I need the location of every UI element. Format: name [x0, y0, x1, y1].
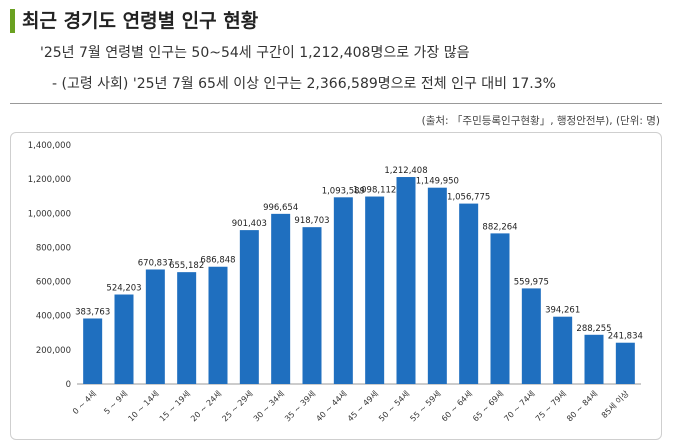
- x-tick-label: 40 ~ 44세: [314, 389, 348, 423]
- title-accent-bar: [10, 9, 15, 33]
- data-label: 1,093,589: [322, 186, 365, 196]
- data-label: 901,403: [232, 219, 267, 229]
- page-title: 최근 경기도 연령별 인구 현황: [22, 10, 259, 32]
- bar: [459, 203, 479, 384]
- bar: [83, 318, 103, 384]
- y-tick-label: 1,000,000: [28, 209, 71, 219]
- age-population-bar-chart: 0 200,000 400,000 600,000 800,000 1,000,000 1,…: [28, 141, 643, 423]
- x-tick-label: 30 ~ 34세: [252, 389, 286, 423]
- bar: [114, 294, 134, 384]
- x-tick-label: 5 ~ 9세: [102, 389, 129, 416]
- x-tick-label: 25 ~ 29세: [220, 389, 254, 423]
- data-label: 1,098,112: [353, 186, 396, 196]
- y-tick-label: 200,000: [36, 346, 71, 356]
- bar: [208, 266, 228, 384]
- x-tick-label: 0 ~ 4세: [71, 389, 98, 416]
- data-label: 383,763: [75, 307, 110, 317]
- bar: [145, 269, 165, 384]
- data-label: 1,149,950: [416, 177, 459, 187]
- y-tick-label: 1,400,000: [28, 141, 71, 151]
- x-tick-label: 55 ~ 59세: [408, 389, 442, 423]
- data-label: 394,261: [545, 306, 580, 316]
- x-tick-label: 50 ~ 54세: [377, 389, 411, 423]
- bar: [584, 334, 604, 384]
- x-tick-label: 20 ~ 24세: [189, 389, 223, 423]
- data-label: 1,056,775: [447, 193, 490, 203]
- bar: [396, 177, 416, 384]
- bar: [271, 213, 291, 384]
- bar: [333, 197, 353, 384]
- source-note: (출처: 「주민등록인구현황」, 행정안전부), (단위: 명): [421, 115, 660, 127]
- bar: [521, 288, 541, 384]
- x-tick-label: 10 ~ 14세: [126, 389, 160, 423]
- data-label: 524,203: [106, 284, 141, 294]
- x-tick-label: 65 ~ 69세: [471, 389, 505, 423]
- bar: [615, 342, 635, 384]
- bar: [365, 196, 385, 384]
- data-label: 996,654: [263, 203, 298, 213]
- data-label: 1,212,408: [384, 166, 427, 176]
- bar: [427, 187, 447, 384]
- x-tick-label: 60 ~ 64세: [440, 389, 474, 423]
- x-tick-label: 80 ~ 84세: [565, 389, 599, 423]
- bar: [553, 316, 573, 384]
- header-divider: [10, 103, 662, 104]
- x-tick-label: 70 ~ 74세: [502, 389, 536, 423]
- x-tick-label: 45 ~ 49세: [346, 389, 380, 423]
- y-tick-label: 1,200,000: [28, 175, 71, 185]
- x-tick-label: 35 ~ 39세: [283, 389, 317, 423]
- y-tick-label: 800,000: [36, 243, 71, 253]
- data-label: 882,264: [482, 222, 517, 232]
- summary-line-1: '25년 7월 연령별 인구는 50~54세 구간이 1,212,408명으로 …: [40, 45, 470, 61]
- summary-line-2: - (고령 사회) '25년 7월 65세 이상 인구는 2,366,589명으…: [52, 76, 556, 92]
- data-label: 655,182: [169, 261, 204, 271]
- y-tick-label: 0: [66, 380, 71, 390]
- x-tick-label: 15 ~ 19세: [158, 389, 192, 423]
- data-label: 686,848: [200, 256, 235, 266]
- bar: [177, 272, 197, 384]
- bar: [302, 227, 322, 384]
- bar: [239, 230, 259, 384]
- y-tick-label: 600,000: [36, 278, 71, 288]
- data-label: 670,837: [138, 258, 173, 268]
- x-tick-label: 75 ~ 79세: [534, 389, 568, 423]
- data-label: 288,255: [576, 324, 611, 334]
- data-label: 918,703: [294, 216, 329, 226]
- data-label: 241,834: [608, 332, 643, 342]
- y-tick-label: 400,000: [36, 312, 71, 322]
- x-tick-label: 85세 이상: [599, 388, 631, 420]
- chart-frame: 0 200,000 400,000 600,000 800,000 1,000,000 1,…: [10, 132, 662, 440]
- data-label: 559,975: [514, 277, 549, 287]
- bar: [490, 233, 510, 384]
